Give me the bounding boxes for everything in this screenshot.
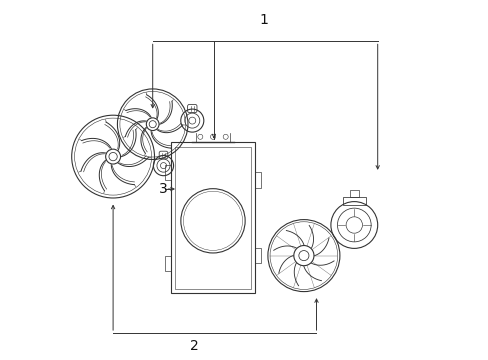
Bar bbox=[170, 142, 255, 293]
Text: 1: 1 bbox=[259, 13, 268, 27]
Bar bbox=[255, 248, 261, 263]
Bar bbox=[175, 147, 250, 289]
Bar bbox=[255, 172, 261, 188]
Text: 3: 3 bbox=[159, 182, 167, 196]
Bar bbox=[349, 190, 358, 197]
Bar bbox=[342, 197, 365, 205]
Text: 2: 2 bbox=[189, 339, 198, 353]
Bar bbox=[164, 256, 170, 271]
Bar bbox=[164, 165, 170, 180]
